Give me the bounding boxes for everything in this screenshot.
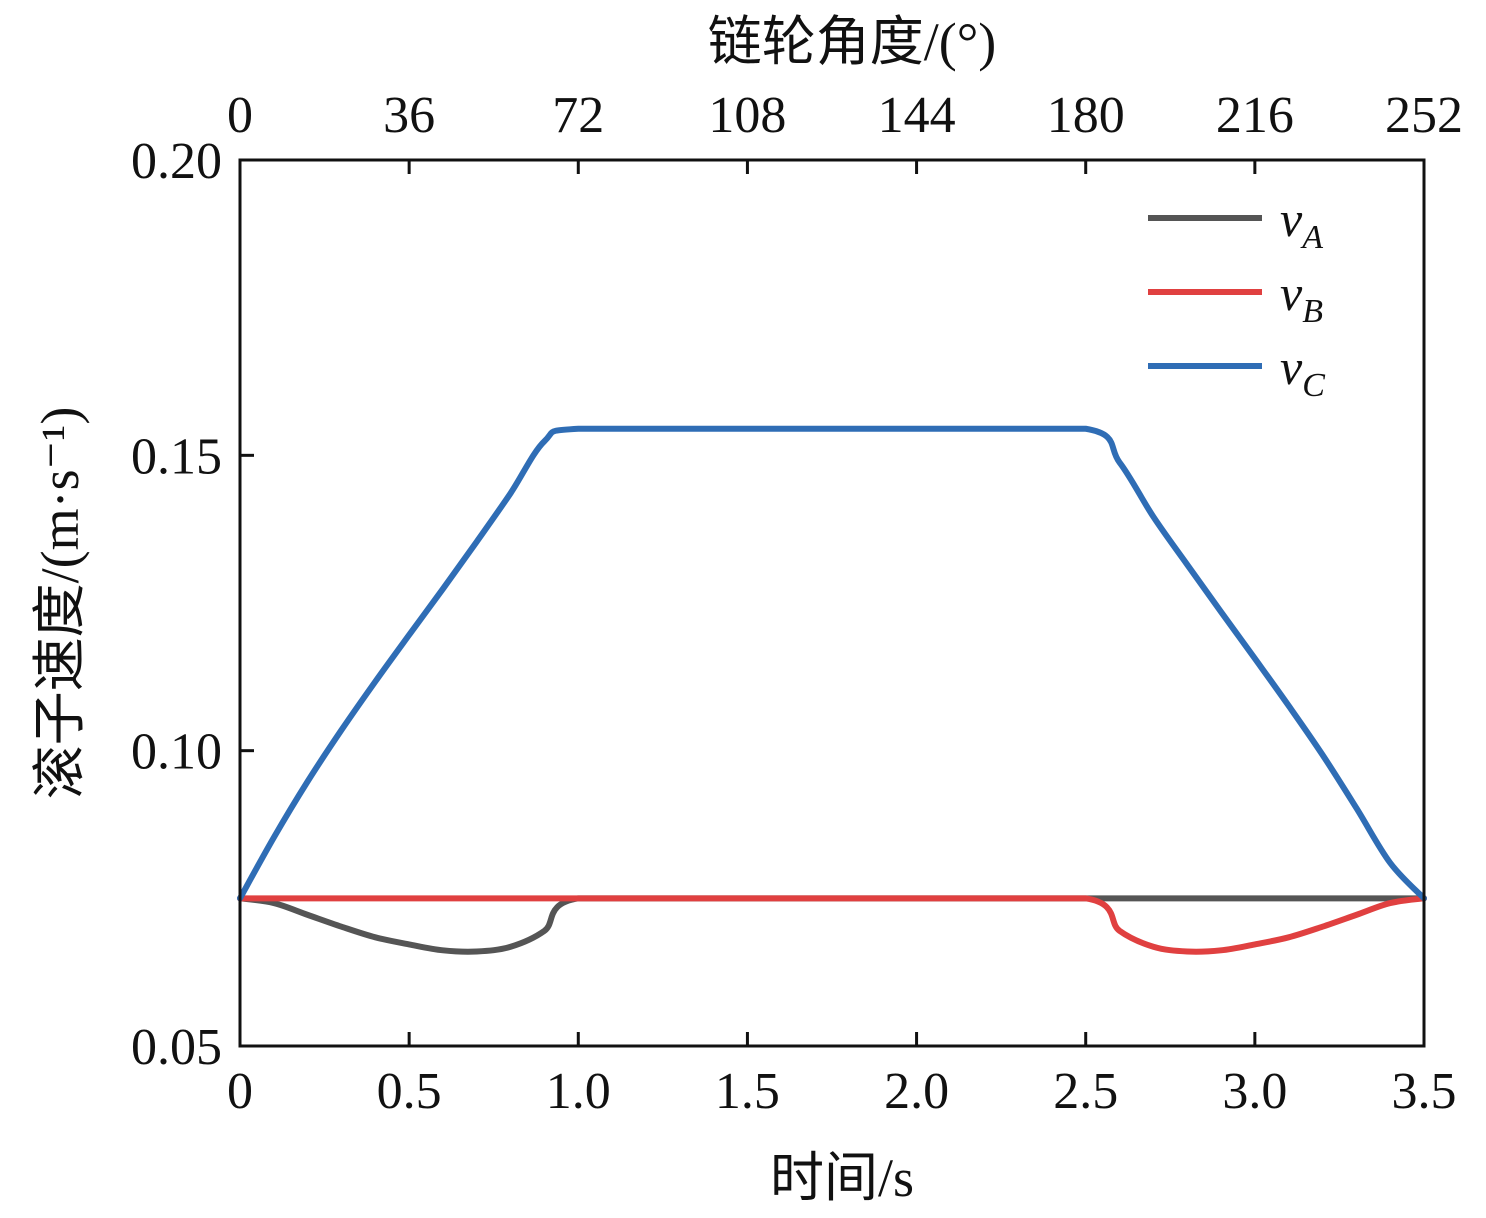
legend-label-main: v [1280, 339, 1303, 395]
x-axis-title: 时间/s [770, 1148, 914, 1208]
legend-label-main: v [1280, 191, 1303, 247]
y-tick-label: 0.10 [131, 724, 222, 781]
series-layer [237, 425, 1427, 955]
legend-label-sub: A [1300, 219, 1323, 256]
legend-label-main: v [1280, 265, 1303, 321]
legend-label-sub: C [1302, 367, 1325, 404]
ticks-layer [240, 160, 1257, 1046]
labels-layer: 0 0.5 1.0 1.5 2.0 2.5 3.0 3.5 0 36 72 108 144 180 216 2… [30, 12, 1463, 1208]
x-tick-label: 1.5 [715, 1063, 780, 1120]
x-tick-label: 2.0 [884, 1063, 949, 1120]
x2-tick-label: 36 [383, 87, 435, 144]
x-tick-label: 0.5 [377, 1063, 442, 1120]
x2-tick-label: 108 [708, 87, 786, 144]
y-tick-label: 0.05 [131, 1019, 222, 1076]
plot-frame [238, 158, 1426, 1048]
series-line-vB [237, 895, 1427, 955]
x-tick-label: 3.0 [1222, 1063, 1287, 1120]
legend-label-sub: B [1302, 293, 1323, 330]
series-line-vC [237, 425, 1427, 902]
x-tick-label: 2.5 [1053, 1063, 1118, 1120]
legend-label-vB: vB [1280, 265, 1323, 330]
x2-axis-title: 链轮角度/(°) [708, 12, 997, 72]
x2-tick-label: 180 [1047, 87, 1125, 144]
legend-label-vC: vC [1280, 339, 1325, 404]
x2-tick-label: 216 [1216, 87, 1294, 144]
series-line-vA [237, 895, 1427, 955]
x2-tick-label: 144 [878, 87, 956, 144]
legend-label-vA: vA [1280, 191, 1323, 256]
x-tick-label: 1.0 [546, 1063, 611, 1120]
y-tick-label: 0.15 [131, 428, 222, 485]
x2-tick-label: 0 [227, 87, 253, 144]
x-tick-label: 0 [227, 1063, 253, 1120]
x2-tick-label: 252 [1385, 87, 1463, 144]
x2-tick-label: 72 [552, 87, 604, 144]
x-tick-label: 3.5 [1392, 1063, 1457, 1120]
y-tick-label: 0.20 [131, 133, 222, 190]
y-axis-title: 滚子速度/(m·s⁻¹) [30, 407, 90, 800]
